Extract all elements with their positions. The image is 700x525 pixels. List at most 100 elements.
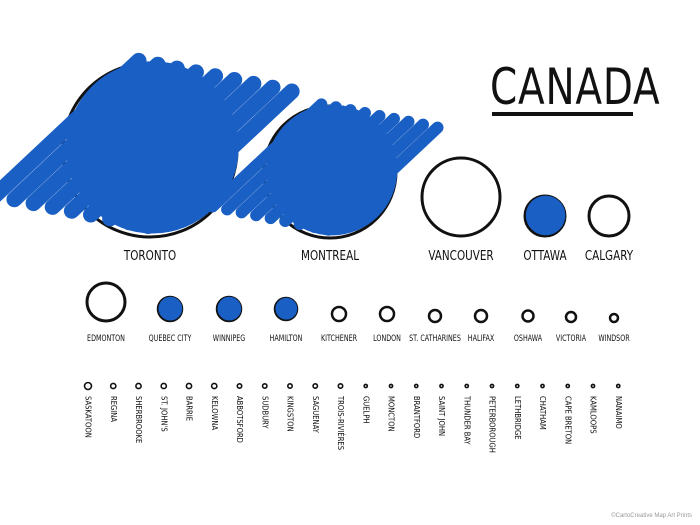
city-marker (464, 383, 470, 389)
city-label: CALGARY (584, 249, 634, 264)
city-circle (85, 281, 127, 323)
city-label: KITCHENER (320, 334, 358, 344)
scribble-stroke (102, 75, 262, 227)
city-circle (413, 383, 419, 389)
city-marker (206, 98, 444, 240)
city-circle (473, 308, 489, 324)
scribble-stroke (6, 56, 166, 208)
city-marker (427, 308, 443, 324)
city-label: SHERBROOKE (134, 396, 143, 444)
scribble-stroke (140, 83, 300, 235)
city-label: THUNDER BAY (462, 396, 472, 445)
city-marker (83, 381, 93, 391)
city-label: SASKATOON (83, 396, 93, 438)
city-marker (608, 312, 620, 324)
city-marker (439, 383, 444, 389)
city-marker (473, 308, 489, 324)
city-circle (564, 310, 578, 324)
city-label: LONDON (373, 334, 401, 344)
scribble-fill (525, 195, 566, 236)
city-marker (330, 305, 348, 323)
city-circle (590, 383, 596, 389)
city-label: SAGUENAY (310, 396, 320, 433)
city-label: REGINA (108, 396, 118, 423)
city-label: BARRIE (184, 396, 194, 422)
scribble-stroke (63, 68, 224, 219)
city-marker (413, 383, 419, 389)
city-label: ABBOTSFORD (235, 396, 244, 443)
scribble-stroke (206, 98, 328, 213)
city-circle (489, 383, 495, 389)
city-label: TORONTO (123, 249, 177, 264)
city-circle (514, 383, 520, 389)
city-circle (540, 383, 545, 389)
city-label: BRANTFORD (411, 396, 421, 439)
city-label: HALIFAX (467, 334, 495, 344)
city-marker (210, 382, 218, 390)
city-label: WINNIPEG (212, 334, 246, 344)
city-marker (420, 156, 502, 238)
city-marker (540, 383, 545, 389)
scribble-stroke (279, 112, 400, 228)
city-label: WINDSOR (598, 334, 630, 344)
scribble-stroke (0, 52, 147, 202)
scribble-stroke (44, 64, 204, 215)
city-label: NANAIMO (613, 396, 623, 429)
city-circle (135, 382, 142, 390)
city-label: PETERBOROUGH (487, 396, 497, 453)
scribble-fill (275, 297, 298, 320)
city-circle (464, 383, 470, 389)
city-marker (565, 383, 571, 389)
city-label: OSHAWA (513, 334, 543, 344)
scribble-stroke (264, 109, 386, 225)
city-marker (135, 382, 142, 390)
city-marker (363, 383, 369, 389)
city-label: LETHBRIDGE (512, 396, 522, 440)
city-marker (378, 305, 396, 323)
city-label: CHATHAM (538, 396, 547, 430)
city-label: TROIS-RIVIÈRES (336, 396, 345, 451)
city-label: SUDBURY (260, 396, 270, 429)
city-marker (273, 296, 299, 322)
city-label: MONTREAL (301, 249, 359, 264)
credit-text: ©CartoCreative Map Art Prints (611, 513, 692, 519)
title-underline (492, 112, 633, 116)
city-marker (523, 194, 567, 238)
city-marker (156, 295, 184, 323)
city-circle (337, 382, 344, 389)
city-circle (210, 382, 218, 390)
scribble-stroke (83, 72, 243, 223)
city-circle (185, 382, 193, 390)
city-marker (514, 383, 520, 389)
city-circle (109, 382, 117, 390)
city-marker (615, 383, 621, 389)
city-marker (215, 295, 243, 323)
city-label: GUELPH (361, 396, 371, 424)
city-marker (185, 382, 193, 390)
scribble-stroke (25, 60, 185, 212)
city-marker (261, 382, 268, 389)
city-marker (590, 383, 596, 389)
city-circle (427, 308, 443, 324)
city-label: HAMILTON (269, 334, 303, 344)
city-marker (564, 310, 578, 324)
city-label: MONCTON (386, 396, 396, 432)
city-marker (109, 382, 117, 390)
scribble-stroke (250, 107, 371, 222)
city-marker (0, 52, 300, 239)
city-marker (312, 382, 319, 389)
city-marker (160, 382, 168, 390)
page-title: CANADA (490, 58, 661, 116)
city-label: KAMLOOPS (588, 396, 598, 434)
city-label: ST. CATHARINES (409, 334, 461, 344)
city-marker (286, 382, 293, 389)
city-circle (439, 383, 444, 389)
city-circle (312, 382, 319, 389)
city-circle (83, 381, 93, 391)
city-circle (378, 305, 396, 323)
city-circle (286, 382, 293, 389)
city-marker (489, 383, 495, 389)
city-label: VICTORIA (555, 334, 587, 344)
city-circle (521, 309, 535, 323)
